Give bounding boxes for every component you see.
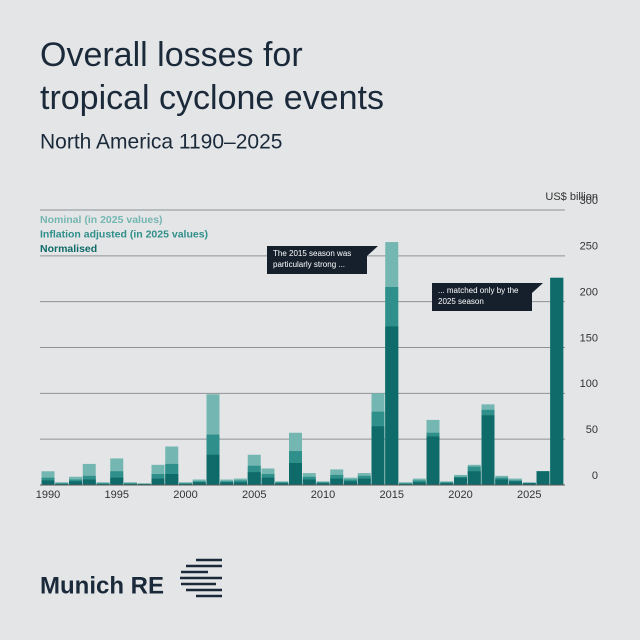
bar: [55, 483, 69, 485]
bar: [522, 483, 536, 485]
legend-entry: Inflation adjusted (in 2025 values): [40, 228, 208, 240]
bar: [137, 483, 151, 485]
bar: [96, 483, 110, 485]
bar: [124, 483, 137, 485]
x-tick-label: 2020: [448, 489, 472, 501]
annotation-text: 2025 season: [438, 297, 484, 306]
bar: [165, 474, 179, 485]
chart-subtitle: North America 1190–2025: [40, 131, 282, 154]
y-tick-label: 150: [580, 332, 598, 344]
bar: [357, 478, 371, 485]
x-tick-label: 2005: [242, 489, 266, 501]
bar: [316, 483, 330, 485]
annotation-text: particularly strong ...: [273, 260, 345, 269]
bar: [151, 478, 165, 485]
x-tick-label: 2015: [380, 489, 404, 501]
bar: [426, 436, 440, 485]
x-tick-label: 1990: [36, 489, 60, 501]
legend-entry: Normalised: [40, 243, 97, 255]
x-tick-label: 1995: [105, 489, 129, 501]
bar: [440, 483, 454, 485]
x-tick-label: 2025: [517, 489, 541, 501]
bar: [495, 479, 509, 485]
bar: [234, 482, 247, 485]
bar: [330, 478, 344, 485]
y-tick-label: 300: [580, 195, 598, 207]
legend-entry: Nominal (in 2025 values): [40, 214, 163, 226]
bar: [192, 482, 206, 485]
bar: [481, 415, 495, 485]
chart-title: Overall losses for: [40, 36, 303, 74]
bar: [179, 483, 192, 485]
bar: [247, 472, 261, 485]
bar: [275, 483, 289, 485]
annotation-pointer: [532, 283, 543, 293]
x-tick-label: 2000: [173, 489, 197, 501]
bar: [550, 277, 564, 485]
bar: [302, 479, 316, 485]
brand-name: Munich RE: [40, 572, 164, 599]
bar: [371, 426, 385, 485]
bar: [289, 463, 302, 485]
y-axis-label: US$ billion: [545, 191, 598, 203]
bar: [82, 479, 96, 485]
bar: [454, 477, 467, 485]
bar: [261, 477, 275, 485]
bar: [220, 482, 234, 485]
bar: [110, 477, 124, 485]
bar: [412, 482, 426, 485]
bar: [536, 471, 550, 485]
chart-title: tropical cyclone events: [40, 79, 384, 117]
annotation-text: The 2015 season was: [273, 249, 351, 258]
bar: [509, 481, 522, 485]
y-tick-label: 50: [586, 424, 598, 436]
bar: [399, 483, 412, 485]
annotation-box: [267, 246, 367, 274]
y-tick-label: 250: [580, 241, 598, 253]
annotation-pointer: [367, 246, 378, 256]
annotation-box: [432, 283, 532, 311]
bar: [41, 480, 55, 485]
bar: [467, 471, 481, 485]
bar: [69, 481, 82, 485]
x-tick-label: 2010: [311, 489, 335, 501]
bar: [385, 326, 399, 485]
annotation-text: ... matched only by the: [438, 286, 519, 295]
y-tick-label: 100: [580, 378, 598, 390]
bar: [344, 481, 357, 485]
brand-logo: [180, 558, 222, 598]
bar: [206, 454, 220, 485]
y-tick-label: 0: [592, 470, 598, 482]
y-tick-label: 200: [580, 287, 598, 299]
